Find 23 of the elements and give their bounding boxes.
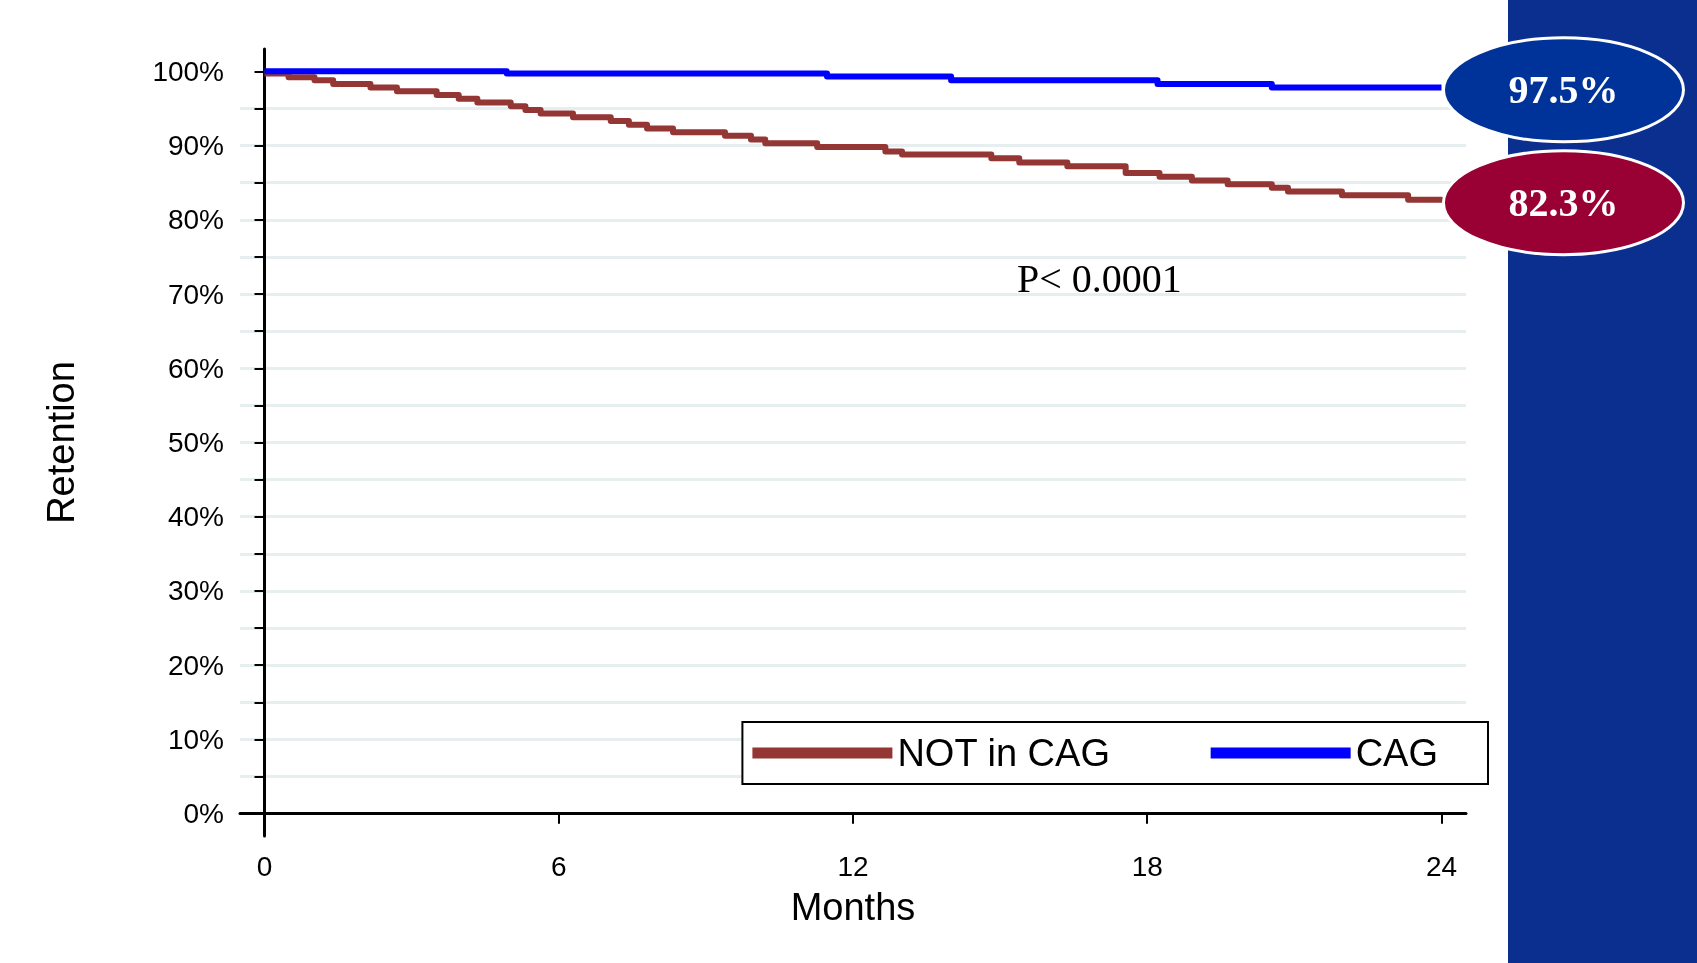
x-tick-label: 0 (256, 850, 273, 882)
y-tick-label: 30% (167, 575, 224, 607)
y-axis-title: Retention (40, 361, 82, 524)
annotation: P< 0.0001 (1017, 255, 1182, 301)
x-tick-label: 24 (1425, 850, 1458, 882)
y-tick-label: 60% (167, 352, 224, 384)
x-tick-label: 6 (550, 850, 567, 882)
y-tick-label: 80% (167, 204, 224, 236)
annotation: 82.3% (1508, 180, 1619, 226)
legend-label: NOT in CAG (897, 732, 1110, 774)
y-tick-label: 0% (183, 798, 224, 830)
y-tick-label: 100% (152, 55, 224, 87)
legend-label: CAG (1355, 732, 1439, 774)
y-tick-label: 90% (167, 130, 224, 162)
x-tick-label: 18 (1131, 850, 1163, 882)
y-tick-label: 10% (167, 723, 224, 755)
x-axis-title: Months (790, 886, 916, 928)
y-tick-label: 40% (167, 501, 224, 533)
y-tick-label: 20% (167, 649, 224, 681)
y-tick-label: 70% (167, 278, 224, 310)
annotation: 97.5% (1508, 67, 1619, 113)
x-tick-label: 12 (837, 850, 869, 882)
y-tick-label: 50% (167, 427, 224, 458)
